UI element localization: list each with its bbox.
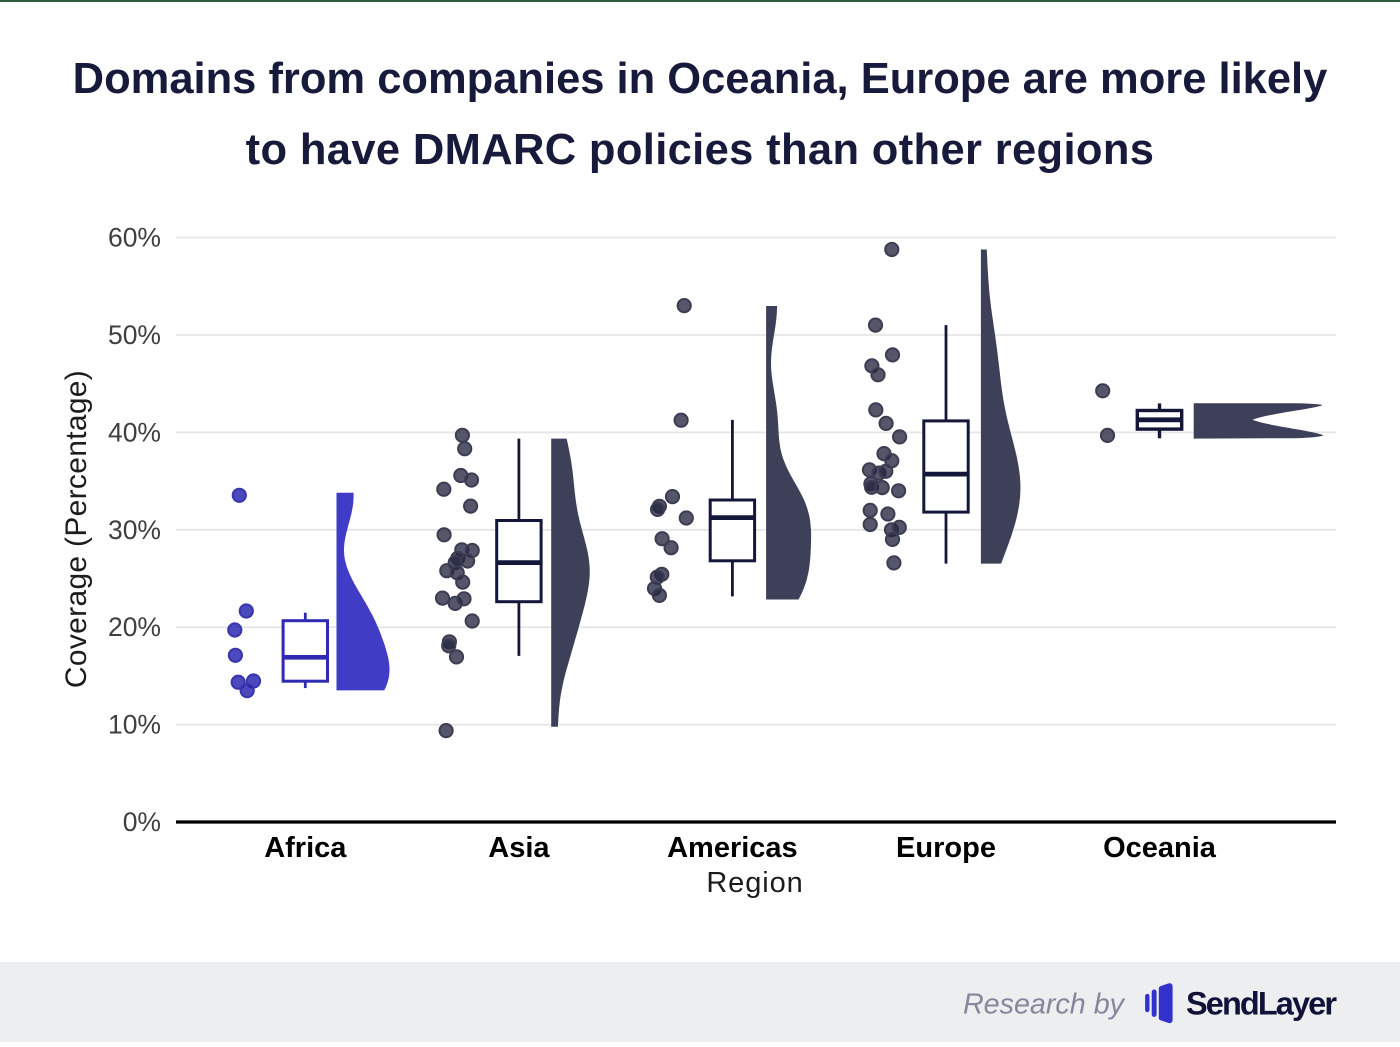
- svg-text:Americas: Americas: [667, 832, 798, 864]
- svg-text:Europe: Europe: [896, 832, 996, 864]
- svg-text:SendLayer: SendLayer: [1186, 986, 1337, 1022]
- svg-text:0%: 0%: [123, 807, 161, 837]
- svg-text:Region: Region: [706, 867, 803, 899]
- svg-text:Coverage (Percentage): Coverage (Percentage): [60, 370, 93, 688]
- svg-text:to have DMARC policies than ot: to have DMARC policies than other region…: [246, 126, 1155, 174]
- svg-text:Africa: Africa: [264, 832, 347, 864]
- svg-text:Domains from companies in Ocea: Domains from companies in Oceania, Europ…: [73, 55, 1328, 103]
- svg-text:50%: 50%: [108, 320, 161, 350]
- svg-text:40%: 40%: [108, 417, 161, 447]
- svg-text:30%: 30%: [108, 515, 161, 545]
- svg-text:Oceania: Oceania: [1103, 832, 1217, 864]
- svg-text:Research by: Research by: [963, 989, 1126, 1021]
- svg-text:Asia: Asia: [488, 832, 550, 864]
- svg-text:10%: 10%: [108, 710, 161, 740]
- svg-text:60%: 60%: [108, 223, 161, 253]
- svg-text:20%: 20%: [108, 612, 161, 642]
